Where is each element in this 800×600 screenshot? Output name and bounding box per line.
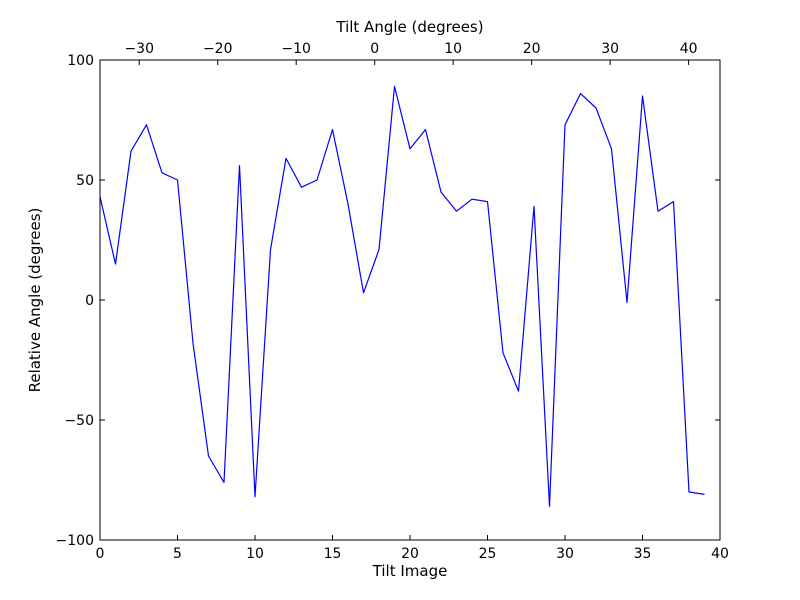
x-tick-label: 20: [401, 546, 419, 562]
x-tick-label: 5: [173, 546, 182, 562]
y-tick-label: 50: [76, 173, 94, 189]
series-line-0: [99, 85, 705, 507]
x-tick-label: 25: [479, 546, 497, 562]
x-tick-label: 0: [96, 546, 105, 562]
y-tick-label: 100: [67, 53, 94, 69]
x-axis-label: Tilt Image: [372, 562, 448, 580]
top-tick-label: 0: [370, 41, 379, 57]
top-axis-label: Tilt Angle (degrees): [335, 18, 483, 36]
x-tick-label: 10: [246, 546, 264, 562]
x-tick-label: 30: [556, 546, 574, 562]
x-tick-label: 15: [324, 546, 342, 562]
top-tick-label: 30: [601, 41, 619, 57]
top-tick-label: 20: [523, 41, 541, 57]
top-tick-label: −30: [124, 41, 154, 57]
y-axis-label: Relative Angle (degrees): [26, 208, 44, 393]
y-tick-label: −50: [64, 413, 94, 429]
top-tick-label: −20: [203, 41, 233, 57]
y-tick-label: 0: [85, 293, 94, 309]
x-tick-label: 35: [634, 546, 652, 562]
top-tick-label: 10: [444, 41, 462, 57]
top-tick-label: −10: [281, 41, 311, 57]
series-layer: [99, 85, 705, 507]
x-tick-label: 40: [711, 546, 729, 562]
y-tick-label: −100: [56, 533, 94, 549]
top-tick-label: 40: [680, 41, 698, 57]
